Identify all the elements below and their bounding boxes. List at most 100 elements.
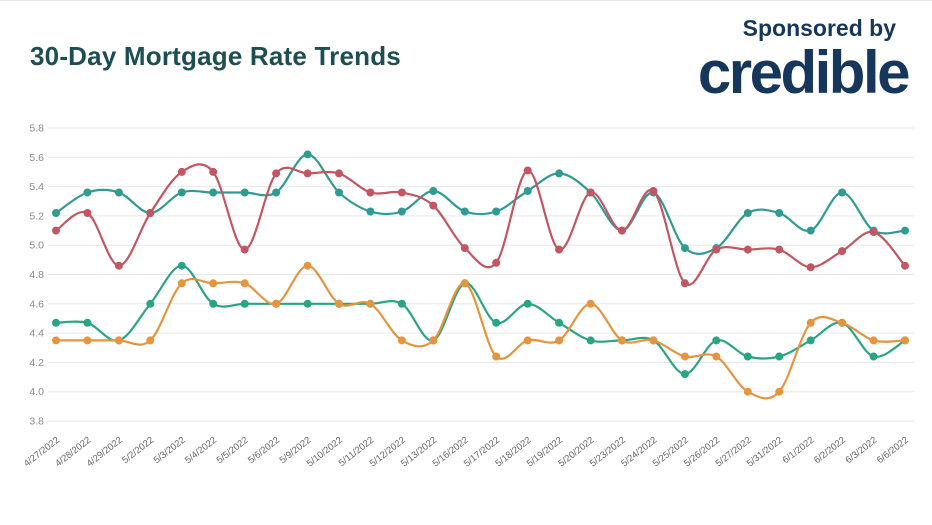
data-point-orange xyxy=(555,336,564,345)
data-point-orange xyxy=(303,261,312,270)
data-point-teal-lower xyxy=(523,299,532,308)
data-point-teal-upper xyxy=(523,187,532,195)
data-point-orange xyxy=(429,336,438,345)
data-point-red xyxy=(146,209,155,217)
series-line-teal-lower xyxy=(54,264,907,376)
data-point-teal-lower xyxy=(712,336,721,345)
data-point-red xyxy=(303,169,312,178)
data-point-orange xyxy=(649,336,658,345)
data-point-red xyxy=(397,188,406,197)
data-point-teal-lower xyxy=(209,299,218,308)
x-axis-label: 5/31/2022 xyxy=(745,435,785,470)
y-axis-label: 5.2 xyxy=(29,210,44,222)
x-axis-label: 5/6/2022 xyxy=(246,435,282,466)
x-axis-label: 5/4/2022 xyxy=(183,435,219,466)
data-point-orange xyxy=(114,336,123,345)
data-point-red xyxy=(806,263,815,272)
data-point-teal-upper xyxy=(555,169,564,178)
data-point-teal-lower xyxy=(806,336,815,345)
data-point-red xyxy=(838,247,847,256)
data-point-orange xyxy=(240,279,249,288)
data-point-teal-lower xyxy=(83,318,92,327)
data-point-red xyxy=(52,226,60,235)
x-axis-label: 6/6/2022 xyxy=(875,435,911,466)
data-point-orange xyxy=(335,299,343,308)
data-point-teal-upper xyxy=(366,207,375,216)
data-point-teal-upper xyxy=(680,244,689,253)
data-point-teal-upper xyxy=(901,226,909,235)
data-point-red xyxy=(83,209,92,217)
data-point-red xyxy=(240,245,249,254)
data-point-red xyxy=(680,279,689,288)
data-point-teal-upper xyxy=(240,188,249,197)
data-point-orange xyxy=(523,336,532,345)
data-point-teal-lower xyxy=(146,299,155,308)
x-axis-label: 6/1/2022 xyxy=(781,435,817,466)
data-point-teal-upper xyxy=(460,207,469,216)
x-axis-label: 5/5/2022 xyxy=(215,435,251,466)
data-point-teal-upper xyxy=(177,188,186,197)
data-point-red xyxy=(366,188,375,197)
data-point-orange xyxy=(838,318,847,327)
y-axis-label: 5.8 xyxy=(29,123,44,135)
data-point-teal-upper xyxy=(775,209,784,217)
data-point-orange xyxy=(492,352,501,361)
data-point-orange xyxy=(209,279,218,288)
data-point-red xyxy=(209,167,218,176)
data-point-orange xyxy=(83,336,92,345)
sponsor-block: Sponsored by credible xyxy=(697,15,911,106)
credible-logo: credible xyxy=(697,39,911,106)
y-axis-label: 5.0 xyxy=(29,240,44,252)
data-point-red xyxy=(335,169,343,178)
data-point-teal-lower xyxy=(586,336,595,345)
data-point-orange xyxy=(806,318,815,327)
data-point-red xyxy=(523,166,532,175)
data-point-orange xyxy=(177,279,186,288)
y-axis-label: 4.2 xyxy=(29,357,44,369)
data-point-red xyxy=(649,187,658,195)
y-axis-label: 3.8 xyxy=(29,416,44,428)
data-point-teal-upper xyxy=(429,187,438,195)
data-point-teal-upper xyxy=(303,150,312,159)
data-point-red xyxy=(492,258,501,267)
y-axis-label: 4.6 xyxy=(29,298,44,310)
data-point-teal-upper xyxy=(83,188,92,197)
data-point-teal-lower xyxy=(397,299,406,308)
series-line-teal-upper xyxy=(54,153,907,255)
data-point-red xyxy=(177,167,186,176)
data-point-teal-upper xyxy=(806,226,815,235)
series-line-orange xyxy=(54,264,907,400)
data-point-teal-upper xyxy=(52,209,60,217)
page-title: 30-Day Mortgage Rate Trends xyxy=(30,41,401,71)
data-point-red xyxy=(743,245,752,254)
data-point-red xyxy=(114,261,123,270)
data-point-orange xyxy=(146,336,155,345)
data-point-orange xyxy=(586,299,595,308)
data-point-teal-lower xyxy=(492,318,501,327)
data-point-orange xyxy=(460,279,469,288)
data-point-red xyxy=(775,245,784,254)
x-axis-label: 5/2/2022 xyxy=(120,435,156,466)
sponsored-by-label: Sponsored by xyxy=(742,15,896,41)
data-point-red xyxy=(618,226,626,235)
data-point-red xyxy=(586,188,595,197)
data-point-orange xyxy=(366,299,375,308)
data-point-red xyxy=(869,228,878,236)
data-point-teal-upper xyxy=(272,188,281,197)
data-point-orange xyxy=(775,387,784,396)
data-point-teal-upper xyxy=(209,188,218,197)
data-point-orange xyxy=(680,352,689,361)
data-point-teal-lower xyxy=(680,370,689,379)
data-point-teal-upper xyxy=(492,207,501,216)
data-point-orange xyxy=(52,336,60,345)
data-point-orange xyxy=(618,336,626,345)
y-axis-label: 4.4 xyxy=(29,328,44,340)
data-point-orange xyxy=(869,336,878,345)
data-point-teal-lower xyxy=(177,261,186,270)
data-point-red xyxy=(555,245,564,254)
data-point-teal-lower xyxy=(52,318,60,327)
x-axis-label: 6/2/2022 xyxy=(812,435,848,466)
data-point-teal-lower xyxy=(555,318,564,327)
